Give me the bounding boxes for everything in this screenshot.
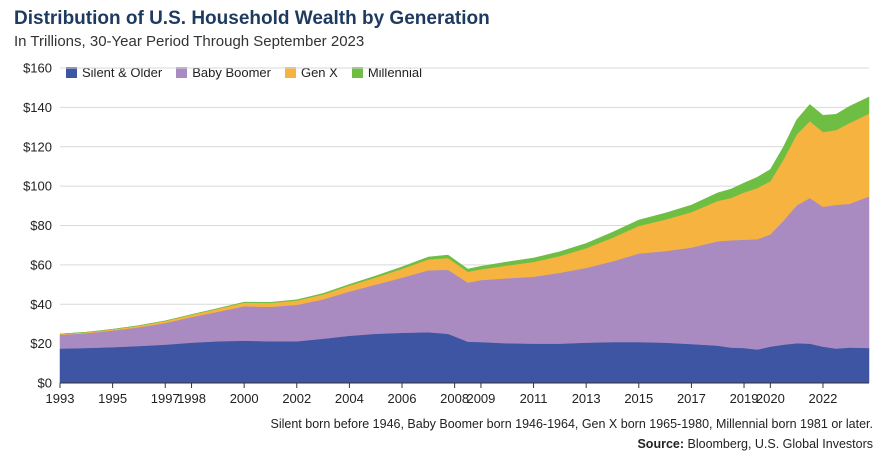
legend-swatch-genx [284,67,296,78]
legend-item-millennial: Millennial [351,65,423,80]
x-tick-label: 2004 [335,391,364,406]
legend-label-genx: Gen X [300,65,338,80]
x-tick-label: 1998 [177,391,206,406]
x-tick-label: 1995 [98,391,127,406]
x-tick-label: 2019 [730,391,759,406]
legend-swatch-silent [66,67,77,78]
legend-item-silent: Silent & Older [66,65,162,80]
legend-label-millennial: Millennial [367,65,423,80]
legend-label-boomer: Baby Boomer [192,65,271,80]
x-tick-label: 2000 [230,391,259,406]
legend-swatch-boomer [176,67,188,78]
y-tick-label: $100 [23,179,52,194]
source-text: Bloomberg, U.S. Global Investors [687,437,874,451]
source-label: Source: [637,437,685,451]
chart-title: Distribution of U.S. Household Wealth by… [14,8,490,29]
legend: Silent & Older Baby Boomer Gen X Millenn… [66,65,436,80]
footnote: Silent born before 1946, Baby Boomer bor… [270,417,873,431]
legend-item-genx: Gen X [284,65,338,80]
x-tick-label: 2013 [572,391,601,406]
y-tick-label: $0 [38,376,52,391]
x-tick-label: 2002 [282,391,311,406]
y-tick-label: $140 [23,100,52,115]
y-tick-label: $120 [23,139,52,154]
x-tick-label: 2011 [520,391,548,406]
axis-layer: $0 $20 $40 $60 $80 $100 $120 $140 $160 1993 1995 19… [23,61,869,406]
source-line: Source: Bloomberg, U.S. Global Investors [637,437,873,451]
y-tick-label: $20 [30,336,52,351]
chart-subtitle: In Trillions, 30-Year Period Through Sep… [14,33,365,50]
y-tick-label: $40 [30,297,52,312]
y-tick-label: $80 [30,218,52,233]
legend-swatch-millennial [351,67,363,78]
x-tick-label: 2006 [388,391,417,406]
x-tick-label: 2017 [677,391,706,406]
legend-label-silent: Silent & Older [82,65,163,80]
x-tick-label: 2015 [624,391,653,406]
legend-item-boomer: Baby Boomer [176,65,271,80]
x-tick-label: 2020 [756,391,785,406]
x-tick-label: 2022 [808,391,837,406]
area-series-millennial [59,96,870,335]
y-tick-label: $160 [23,61,52,76]
x-tick-label: 2008 [440,391,469,406]
area-layer [59,96,870,384]
x-tick-label: 1993 [46,391,75,406]
x-tick-label: 1997 [151,391,180,406]
y-tick-label: $60 [30,257,52,272]
x-tick-label: 2009 [466,391,495,406]
